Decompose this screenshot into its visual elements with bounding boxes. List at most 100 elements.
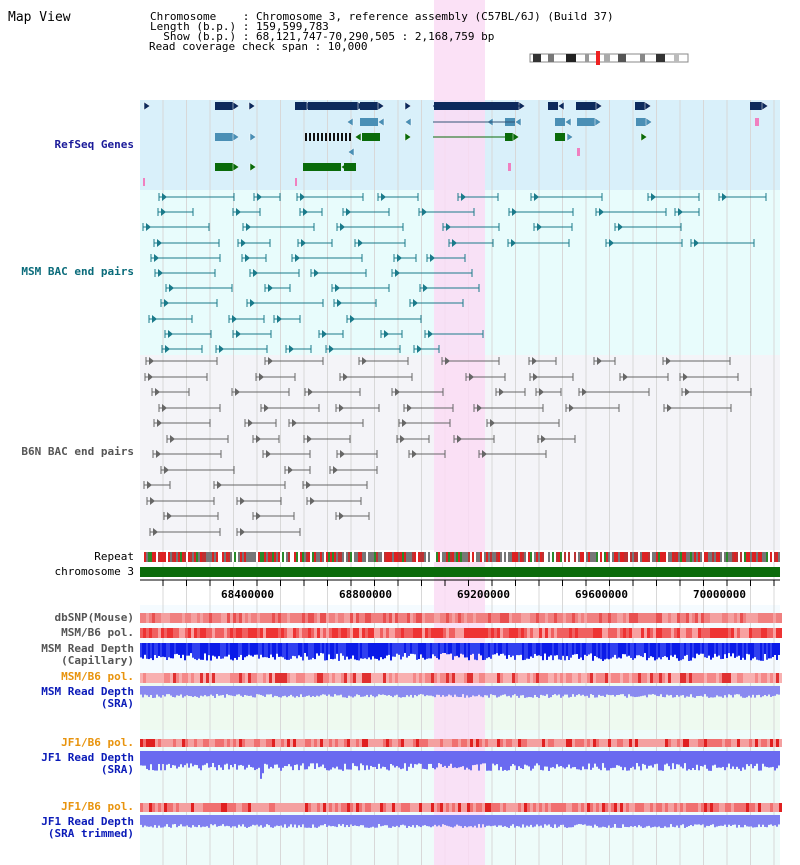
jf1-pol-2-cell [683,803,686,812]
msm-depth-cap-bar [504,643,506,656]
msm-pol-sra-cell [380,673,383,683]
jf1-depth-trim-bar [316,815,318,828]
msm-depth-sra-bar [338,686,340,696]
jf1-depth-trim-bar [758,815,760,825]
msm-pol-cell [605,628,608,638]
msm-pol-cell [434,628,437,638]
jf1-depth-sra-bar [756,751,758,764]
jf1-depth-sra-bar [166,751,168,765]
jf1-depth-trim-bar [186,815,188,826]
repeat-mark [428,552,430,562]
track-label-msm-b6-pol-sra[interactable]: MSM/B6 pol. [61,670,134,683]
msm-pol-cell [635,628,638,638]
track-label-repeat[interactable]: Repeat [94,550,134,563]
jf1-pol-cell [698,739,701,747]
jf1-pol-2-cell [188,803,191,812]
msm-depth-sra-bar [416,686,418,697]
msm-depth-cap-bar [646,643,648,661]
msm-pol-cell [419,628,422,638]
pink-feature [577,148,580,156]
jf1-depth-trim-bar [414,815,416,828]
jf1-depth-trim-bar [162,815,164,828]
jf1-pol-2-cell [239,803,242,812]
msm-depth-sra-bar [546,686,548,695]
jf1-depth-trim-bar [168,815,170,827]
jf1-depth-trim-bar [352,815,354,827]
msm-depth-cap-bar [420,643,422,655]
dbsnp-cell [362,613,365,623]
repeat-mark [686,552,688,562]
msm-depth-sra-bar [520,686,522,696]
msm-pol-cell [242,628,245,638]
msm-pol-cell [656,628,659,638]
track-label-msm-bac[interactable]: MSM BAC end pairs [21,265,134,278]
msm-pol-cell [503,628,506,638]
jf1-pol-cell [764,739,767,747]
msm-pol-cell [560,628,563,638]
track-label-jf1-depth-sra[interactable]: JF1 Read Depth [41,751,134,764]
jf1-depth-sra-bar [506,751,508,771]
msm-pol-cell [221,628,224,638]
repeat-mark [742,552,744,562]
repeat-mark [664,552,666,562]
msm-depth-sra-bar [728,686,730,695]
repeat-mark [650,552,652,562]
repeat-mark [218,552,220,562]
jf1-depth-sra-bar [278,751,280,768]
jf1-pol-2-cell [242,803,245,812]
msm-pol-cell [701,628,704,638]
repeat-mark [730,552,732,562]
ideogram-band [533,54,541,62]
msm-depth-cap-bar [312,643,314,658]
track-label-msm-depth-sra[interactable]: MSM Read Depth [41,685,134,698]
repeat-mark [478,552,480,562]
msm-pol-sra-cell [188,673,191,683]
msm-pol-cell [440,628,443,638]
msm-bac-pair-end [314,269,319,277]
repeat-mark [268,552,270,562]
dbsnp-cell [314,613,317,623]
msm-depth-cap-bar [622,643,624,655]
dbsnp-cell [221,613,224,623]
msm-depth-sra-bar [346,686,348,698]
msm-bac-pair-end [158,269,163,277]
jf1-pol-2-cell [644,803,647,812]
msm-pol-cell [461,628,464,638]
msm-depth-cap-bar [228,643,230,655]
jf1-pol-2-cell [194,803,197,812]
track-label-msm-b6-pol[interactable]: MSM/B6 pol. [61,626,134,639]
b6n-bac-pair-end [164,466,169,474]
jf1-depth-trim-bar [708,815,710,827]
jf1-pol-cell [455,739,458,747]
track-label-dbsnp[interactable]: dbSNP(Mouse) [54,611,134,624]
repeat-mark [692,552,694,562]
msm-pol-sra-cell [443,673,446,683]
msm-depth-sra-bar [686,686,688,697]
jf1-depth-sra-bar [324,751,326,769]
track-label-msm-depth-cap[interactable]: MSM Read Depth [41,642,134,655]
msm-pol-cell [353,628,356,638]
track-label-jf1-b6-pol[interactable]: JF1/B6 pol. [61,736,134,749]
track-label-refseq[interactable]: RefSeq Genes [54,138,134,151]
msm-pol-sra-cell [245,673,248,683]
msm-depth-sra-bar [494,686,496,696]
track-label-b6n-bac[interactable]: B6N BAC end pairs [21,445,134,458]
track-label-jf1-depth-trim[interactable]: JF1 Read Depth [41,815,134,828]
msm-pol-sra-cell [389,673,392,683]
msm-depth-cap-bar [190,643,192,654]
msm-pol-sra-cell [449,673,452,683]
jf1-depth-sra-bar [566,751,568,768]
msm-depth-sra-bar [504,686,506,695]
dbsnp-cell [710,613,713,623]
jf1-depth-trim-bar [226,815,228,826]
jf1-pol-cell [155,739,158,747]
track-label-jf1-b6-pol-2[interactable]: JF1/B6 pol. [61,800,134,813]
msm-depth-sra-bar [516,686,518,696]
msm-depth-sra-bar [422,686,424,695]
msm-depth-sra-bar [706,686,708,697]
msm-depth-sra-bar [466,686,468,696]
repeat-mark [232,552,234,562]
repeat-mark [272,552,274,562]
repeat-mark [226,552,228,562]
jf1-depth-trim-bar [764,815,766,827]
